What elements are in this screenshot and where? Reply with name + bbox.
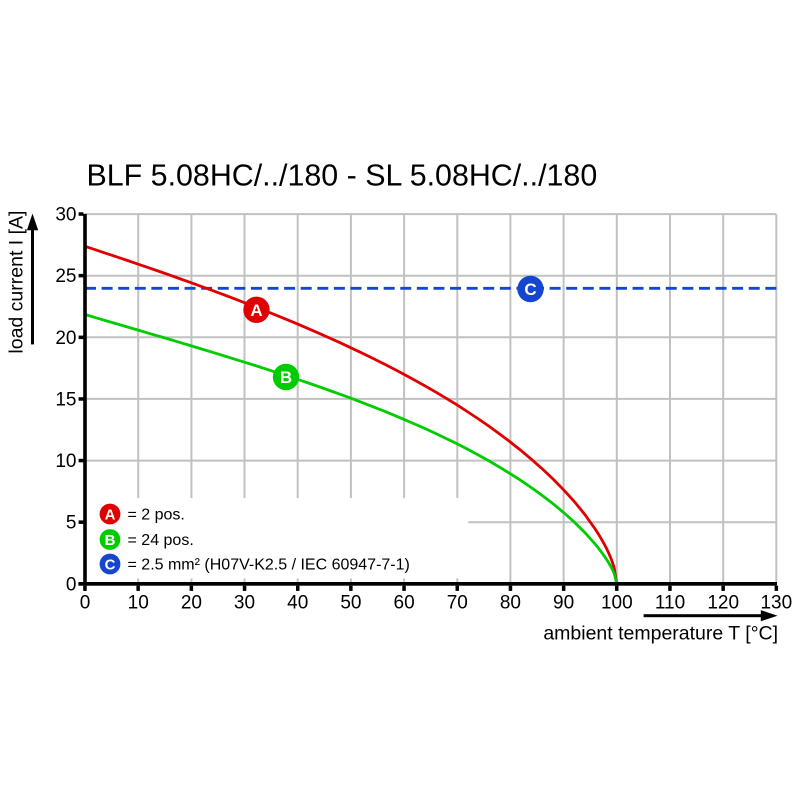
svg-text:120: 120 — [707, 593, 739, 614]
svg-text:= 24 pos.: = 24 pos. — [128, 532, 194, 549]
svg-text:B: B — [280, 368, 292, 387]
svg-text:30: 30 — [55, 205, 76, 226]
svg-text:110: 110 — [655, 593, 685, 614]
svg-text:= 2 pos.: = 2 pos. — [128, 507, 185, 524]
svg-text:BLF 5.08HC/../180 - SL 5.08HC/: BLF 5.08HC/../180 - SL 5.08HC/../180 — [87, 159, 598, 193]
svg-text:90: 90 — [553, 593, 574, 614]
svg-text:0: 0 — [80, 593, 91, 614]
svg-text:25: 25 — [55, 266, 76, 287]
svg-text:10: 10 — [128, 593, 149, 614]
svg-text:A: A — [250, 301, 262, 320]
svg-text:20: 20 — [55, 328, 76, 349]
svg-text:70: 70 — [447, 593, 468, 614]
svg-text:load current I [A]: load current I [A] — [6, 211, 28, 354]
svg-text:10: 10 — [55, 451, 76, 472]
svg-text:A: A — [105, 506, 116, 523]
svg-text:C: C — [524, 280, 536, 299]
svg-text:130: 130 — [760, 593, 792, 614]
svg-text:100: 100 — [601, 593, 633, 614]
svg-text:15: 15 — [55, 389, 76, 410]
svg-text:C: C — [105, 556, 116, 573]
svg-text:B: B — [105, 532, 116, 549]
svg-text:0: 0 — [66, 574, 77, 595]
svg-text:5: 5 — [66, 513, 77, 534]
svg-text:= 2.5 mm² (H07V-K2.5 / IEC 609: = 2.5 mm² (H07V-K2.5 / IEC 60947-7-1) — [128, 557, 410, 574]
svg-text:ambient temperature T [°C]: ambient temperature T [°C] — [543, 623, 778, 645]
svg-text:30: 30 — [234, 593, 255, 614]
svg-text:50: 50 — [340, 593, 361, 614]
svg-text:20: 20 — [181, 593, 202, 614]
svg-text:80: 80 — [500, 593, 521, 614]
svg-text:60: 60 — [394, 593, 415, 614]
svg-text:40: 40 — [287, 593, 308, 614]
